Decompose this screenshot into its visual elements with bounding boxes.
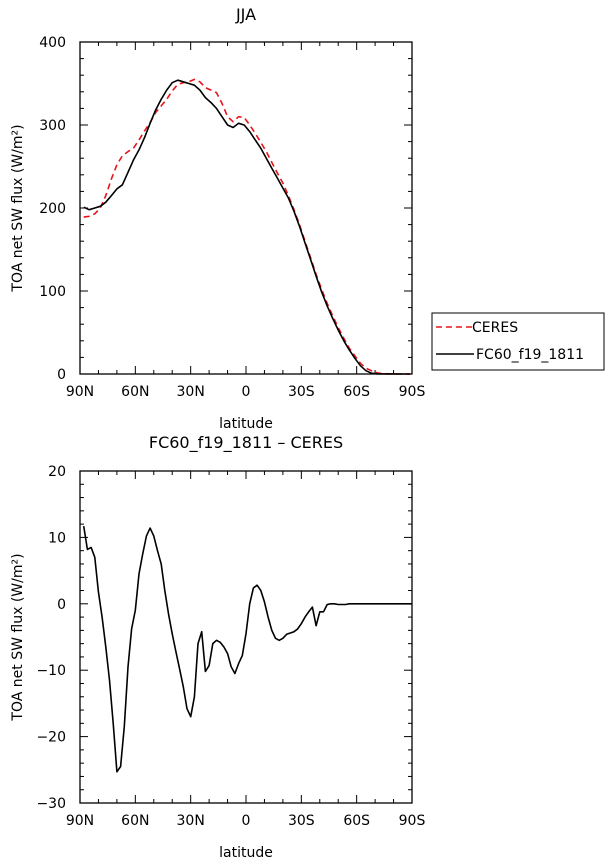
top-series-line-0	[83, 78, 411, 375]
bottom-x-tick-label: 60N	[121, 813, 149, 829]
legend-ceres-label: CERES	[472, 320, 518, 336]
bottom-y-tick-label: 20	[48, 464, 66, 480]
bottom-x-tick-label: 90N	[66, 813, 94, 829]
bottom-x-tick-label: 0	[242, 813, 251, 829]
bottom-x-tick-label: 30N	[177, 813, 205, 829]
top-y-tick-label: 0	[57, 367, 66, 383]
top-chart-title: JJA	[235, 5, 256, 24]
legend-model-label: FC60_f19_1811	[476, 347, 584, 363]
bottom-x-axis-label: latitude	[219, 845, 273, 861]
top-plot-frame	[79, 41, 413, 375]
bottom-y-tick-label: −20	[36, 730, 66, 746]
bottom-ticks: 90N 60N 30N 0 30S 60S 90S −30 −20 −10 0 10 20	[36, 464, 425, 829]
bottom-x-tick-label: 30S	[288, 813, 315, 829]
top-x-tick-label: 30S	[288, 384, 315, 400]
bottom-y-tick-label: 0	[57, 597, 66, 613]
top-y-axis-label: TOA net SW flux (W/m²)	[10, 124, 26, 292]
top-y-tick-label: 400	[39, 35, 66, 51]
legend-box	[431, 312, 605, 371]
bottom-y-tick-label: −10	[36, 663, 66, 679]
top-y-tick-label: 300	[39, 118, 66, 134]
top-x-tick-label: 0	[242, 384, 251, 400]
bottom-series-lines	[82, 525, 412, 773]
legend: CERES FC60_f19_1811	[431, 312, 605, 371]
top-y-tick-label: 100	[39, 284, 66, 300]
top-x-tick-label: 30N	[177, 384, 205, 400]
bottom-y-axis-label: TOA net SW flux (W/m²)	[10, 553, 26, 721]
top-x-tick-label: 90S	[399, 384, 426, 400]
top-x-tick-label: 60N	[121, 384, 149, 400]
bottom-x-tick-label: 90S	[399, 813, 426, 829]
top-chart: JJA 90N 60N 30N 0 30S 60S 90S 0 100 200 300 400 lat…	[10, 5, 605, 432]
bottom-x-tick-label: 60S	[343, 813, 370, 829]
bottom-chart: FC60_f19_1811 – CERES 90N 60N 30N 0 30S 60S 90…	[10, 433, 425, 861]
top-ticks: 90N 60N 30N 0 30S 60S 90S 0 100 200 300 400	[39, 35, 425, 400]
top-series-line-1	[83, 79, 411, 375]
bottom-chart-title: FC60_f19_1811 – CERES	[149, 433, 343, 453]
top-x-tick-label: 60S	[343, 384, 370, 400]
top-x-axis-label: latitude	[219, 416, 273, 432]
bottom-y-tick-label: −30	[36, 796, 66, 812]
top-x-tick-label: 90N	[66, 384, 94, 400]
top-series-lines	[83, 78, 411, 375]
bottom-y-tick-label: 10	[48, 530, 66, 546]
top-y-tick-label: 200	[39, 201, 66, 217]
bottom-series-line-0	[82, 525, 412, 773]
